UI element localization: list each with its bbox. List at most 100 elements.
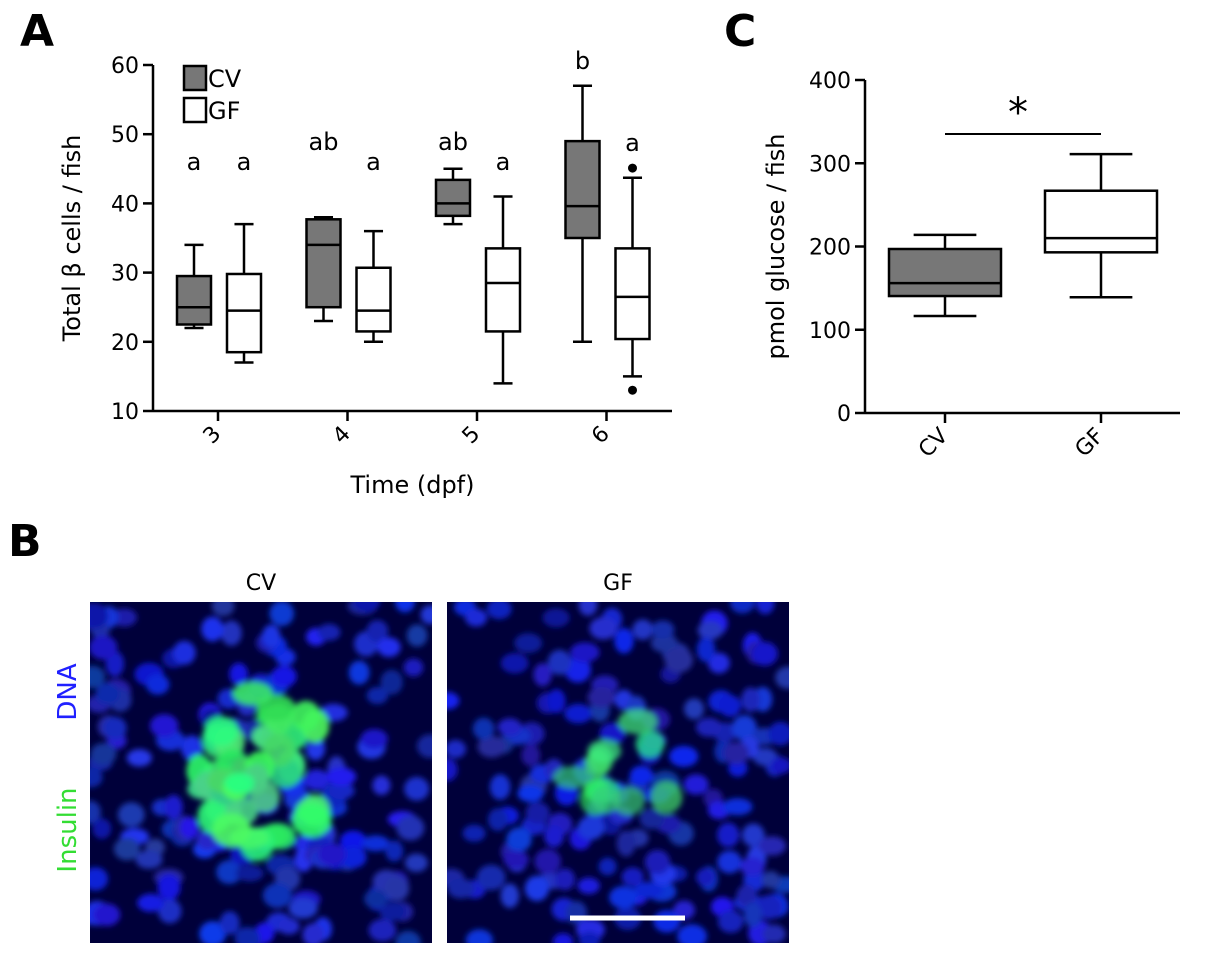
outlier	[628, 385, 637, 395]
micrograph	[447, 602, 789, 943]
micrograph	[90, 602, 432, 943]
y-tick-label: 40	[111, 192, 139, 217]
x-tick-label: 5	[458, 422, 486, 450]
insulin-cell	[553, 766, 591, 789]
nucleus	[339, 830, 367, 852]
insulin-cell	[291, 803, 332, 837]
nucleus	[353, 602, 381, 613]
nucleus	[717, 850, 742, 874]
nucleus	[730, 602, 755, 614]
nucleus	[385, 840, 404, 862]
nucleus	[503, 850, 529, 869]
nucleus	[304, 769, 329, 791]
nucleus	[302, 923, 325, 943]
outlier	[628, 163, 637, 173]
nucleus	[718, 694, 742, 717]
nucleus	[288, 897, 318, 919]
nucleus	[90, 602, 108, 629]
nucleus	[90, 867, 108, 891]
nucleus	[669, 745, 699, 767]
nucleus	[599, 722, 626, 745]
nucleus	[329, 782, 355, 800]
y-axis-label: Total β cells / fish	[58, 135, 86, 343]
nucleus	[633, 881, 664, 899]
insulin-cell	[232, 681, 273, 705]
significance-mark: *	[1008, 90, 1028, 136]
nucleus	[533, 663, 552, 687]
nucleus	[472, 717, 495, 740]
nucleus	[447, 739, 467, 759]
y-tick-label: 300	[809, 152, 851, 177]
nucleus	[403, 658, 424, 677]
nucleus	[90, 767, 103, 788]
nucleus	[514, 633, 543, 654]
panel-label: C	[724, 6, 756, 57]
nucleus	[404, 776, 430, 801]
nucleus	[696, 868, 716, 887]
nucleus	[521, 744, 541, 767]
nucleus	[587, 686, 616, 708]
image-title: CV	[246, 571, 276, 596]
nucleus	[211, 602, 235, 617]
nucleus	[616, 830, 636, 857]
significance-letter: a	[237, 148, 252, 176]
significance-letter: a	[625, 129, 640, 157]
nucleus	[697, 621, 723, 640]
nucleus	[103, 716, 127, 740]
nucleus	[717, 910, 744, 933]
box	[887, 247, 1003, 298]
nucleus	[348, 660, 370, 685]
nucleus	[377, 637, 401, 657]
nucleus	[683, 698, 705, 720]
nucleus	[639, 808, 664, 830]
nucleus	[555, 868, 575, 891]
box	[1043, 189, 1159, 254]
nucleus	[500, 883, 520, 908]
nucleus	[547, 688, 566, 714]
nucleus	[755, 602, 775, 615]
significance-letter: a	[496, 148, 511, 176]
nucleus	[90, 635, 118, 660]
insulin-cell	[587, 739, 622, 763]
box	[484, 247, 522, 333]
nucleus	[340, 846, 367, 869]
nucleus	[216, 860, 243, 885]
channel-label: DNA	[53, 663, 83, 720]
nucleus	[158, 898, 182, 924]
nucleus	[598, 857, 617, 876]
y-tick-label: 50	[111, 123, 139, 148]
nucleus	[673, 900, 695, 920]
nucleus	[372, 775, 391, 796]
nucleus	[683, 774, 709, 795]
nucleus	[768, 721, 789, 746]
nucleus	[326, 767, 357, 786]
panel-label: A	[20, 6, 54, 57]
nucleus	[90, 665, 106, 689]
nucleus	[753, 747, 778, 766]
nucleus	[542, 608, 570, 628]
nucleus	[404, 853, 428, 873]
nucleus	[201, 616, 224, 642]
nucleus	[447, 878, 475, 899]
legend-label: CV	[208, 65, 242, 93]
nucleus	[577, 815, 605, 840]
insulin-cell	[635, 730, 665, 758]
nucleus	[552, 933, 574, 943]
box	[355, 266, 392, 333]
nucleus	[113, 837, 141, 861]
nucleus	[578, 931, 601, 943]
significance-letter: ab	[438, 128, 468, 156]
nucleus	[629, 765, 654, 786]
nucleus	[235, 865, 264, 882]
nuclei	[90, 602, 432, 943]
nucleus	[234, 926, 260, 943]
nucleus	[317, 623, 341, 641]
box	[614, 247, 651, 341]
nucleus	[220, 620, 242, 646]
nucleus	[317, 842, 346, 866]
nucleus	[743, 902, 762, 928]
nucleus	[219, 911, 240, 935]
nucleus	[609, 885, 638, 909]
x-axis-label: Time (dpf)	[349, 471, 474, 499]
nucleus	[653, 909, 681, 933]
